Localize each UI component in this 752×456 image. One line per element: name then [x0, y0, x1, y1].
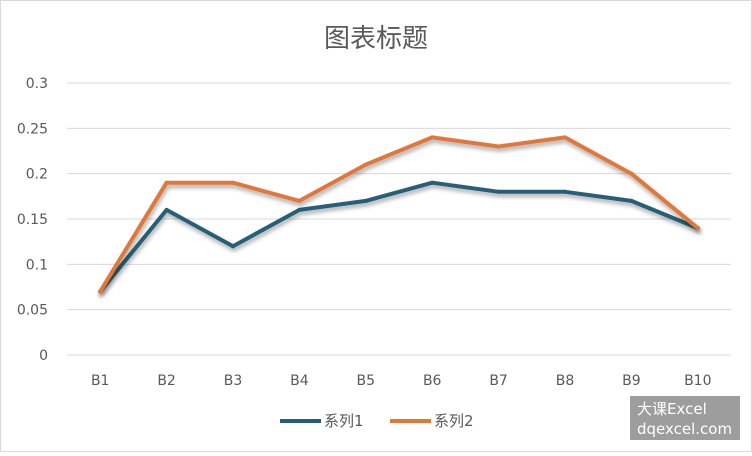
x-tick-label: B2 [157, 373, 176, 389]
data-point-series-1 [430, 180, 435, 185]
watermark-line-2: dqexcel.com [637, 420, 732, 438]
y-tick-label: 0.3 [26, 76, 48, 92]
data-point-series-1 [297, 207, 302, 212]
watermark-line-1: 大课Excel [637, 400, 707, 418]
data-point-series-2 [164, 180, 169, 185]
y-tick-label: 0.05 [17, 303, 48, 319]
series-line-2 [98, 135, 700, 294]
legend-label-series-2: 系列2 [434, 412, 474, 430]
watermark: 大课Excel dqexcel.com [630, 396, 740, 440]
x-tick-label: B5 [357, 373, 376, 389]
x-tick-label: B6 [423, 373, 442, 389]
x-tick-label: B1 [91, 373, 110, 389]
x-tick-label: B9 [622, 373, 641, 389]
y-axis-ticks: 0 0.05 0.1 0.15 0.2 0.25 0.3 [17, 76, 48, 364]
y-tick-label: 0 [39, 348, 48, 364]
gridlines [67, 82, 731, 356]
data-point-series-1 [496, 189, 501, 194]
data-point-series-2 [98, 289, 103, 294]
data-point-series-1 [629, 198, 634, 203]
data-point-series-2 [297, 198, 302, 203]
y-tick-label: 0.2 [26, 167, 48, 183]
x-tick-label: B3 [224, 373, 243, 389]
data-point-series-2 [231, 180, 235, 185]
chart-title: 图表标题 [324, 24, 428, 54]
series-line-1 [98, 180, 700, 294]
legend-label-series-1: 系列1 [324, 412, 364, 430]
data-point-series-2 [430, 135, 435, 140]
data-point-series-1 [563, 189, 567, 194]
x-tick-label: B10 [684, 373, 711, 389]
data-point-series-2 [629, 171, 634, 176]
data-point-series-1 [363, 198, 368, 203]
data-point-series-1 [231, 244, 235, 249]
data-point-series-1 [164, 207, 169, 212]
series-lines [98, 135, 700, 294]
y-tick-label: 0.25 [17, 121, 48, 137]
data-point-series-2 [496, 144, 501, 149]
x-tick-label: B7 [489, 373, 508, 389]
data-point-series-2 [695, 226, 700, 231]
x-tick-label: B8 [556, 373, 575, 389]
data-point-series-2 [363, 162, 368, 167]
data-point-series-2 [563, 135, 567, 140]
x-tick-label: B4 [290, 373, 309, 389]
legend: 系列1 系列2 [280, 412, 474, 430]
y-tick-label: 0.15 [17, 212, 48, 228]
x-axis-ticks: B1 B2 B3 B4 B5 B6 B7 B8 B9 B10 [91, 373, 712, 389]
y-tick-label: 0.1 [26, 257, 48, 273]
watermark-background [630, 396, 740, 440]
